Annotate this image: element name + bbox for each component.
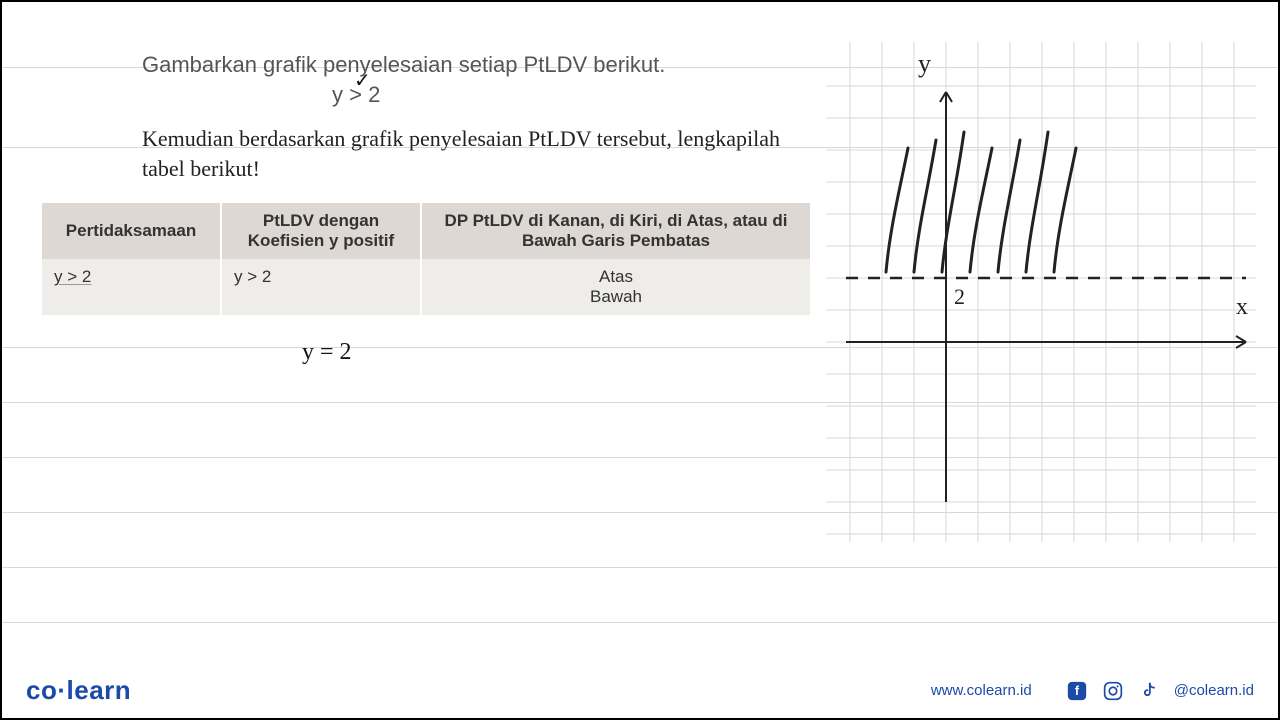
graph-svg: y x 2	[826, 42, 1256, 542]
table-row: y > 2 y > 2 Atas Bawah	[42, 259, 812, 315]
question-content: Gambarkan grafik penyelesaian setiap PtL…	[42, 52, 812, 366]
answer-table: Pertidaksamaan PtLDV dengan Koefisien y …	[42, 203, 812, 315]
graph-area: y x 2	[826, 42, 1256, 542]
td-ptldv: y > 2	[222, 259, 422, 315]
logo-dot: ·	[57, 675, 66, 705]
facebook-icon: f	[1066, 680, 1088, 702]
logo-co: co	[26, 675, 57, 705]
td-pertidaksamaan: y > 2	[42, 259, 222, 315]
footer-handle: @colearn.id	[1174, 682, 1254, 699]
td-dp-atas: Atas	[599, 267, 633, 287]
svg-text:x: x	[1236, 294, 1248, 320]
td-dp-bawah: Bawah	[590, 287, 642, 307]
th-ptldv: PtLDV dengan Koefisien y positif	[222, 203, 422, 259]
instagram-icon	[1102, 680, 1124, 702]
th-pertidaksamaan: Pertidaksamaan	[42, 203, 222, 259]
question-subtitle: Kemudian berdasarkan grafik penyelesaian…	[142, 124, 812, 183]
inequality-wrap: ✓ y > 2	[332, 82, 380, 108]
question-title: Gambarkan grafik penyelesaian setiap PtL…	[142, 52, 812, 78]
td-dp: Atas Bawah	[422, 259, 812, 315]
table-header-row: Pertidaksamaan PtLDV dengan Koefisien y …	[42, 203, 812, 259]
footer-right: www.colearn.id f @colearn.id	[931, 680, 1254, 702]
tiktok-icon	[1138, 680, 1160, 702]
logo-learn: learn	[67, 675, 132, 705]
handwritten-equation: y = 2	[302, 339, 812, 366]
brand-logo: co·learn	[26, 675, 131, 706]
footer-url: www.colearn.id	[931, 682, 1032, 699]
svg-text:y: y	[918, 49, 931, 78]
check-annotation: ✓	[354, 68, 371, 93]
svg-text:2: 2	[954, 284, 965, 309]
th-dp: DP PtLDV di Kanan, di Kiri, di Atas, ata…	[422, 203, 812, 259]
footer: co·learn www.colearn.id f @colearn.id	[2, 675, 1278, 706]
